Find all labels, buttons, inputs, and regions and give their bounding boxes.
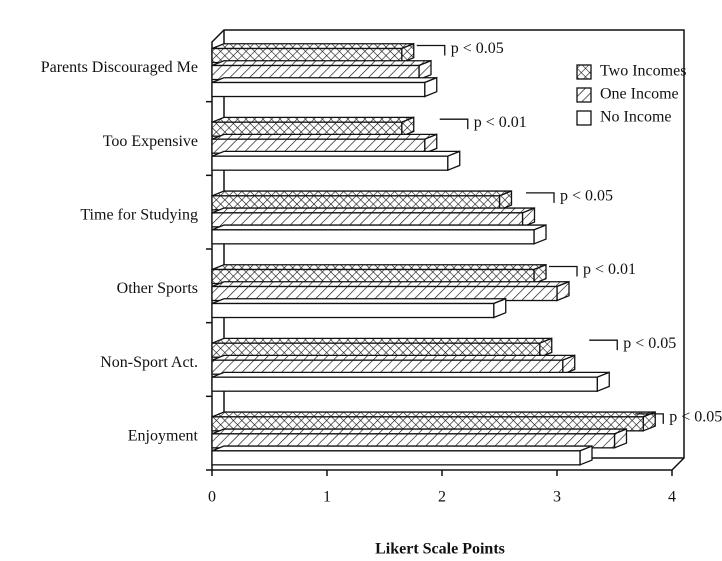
legend-label: One Income — [600, 86, 679, 103]
significance-bracket — [549, 265, 578, 277]
bar-top — [211, 150, 460, 157]
bar-top — [211, 371, 610, 378]
x-tick-label: 4 — [668, 489, 676, 506]
annotation: p < 0.01 — [474, 114, 527, 131]
bar — [211, 450, 581, 466]
annotation: p < 0.01 — [583, 261, 636, 278]
annotation: p < 0.05 — [623, 335, 676, 352]
bar-top — [211, 207, 535, 214]
bar-top — [211, 190, 512, 197]
annotation: p < 0.05 — [451, 40, 504, 57]
bar — [211, 376, 598, 392]
x-tick-label: 3 — [553, 489, 561, 506]
bar — [211, 155, 449, 171]
significance-bracket — [589, 339, 618, 351]
annotation: p < 0.05 — [669, 409, 722, 426]
annotation: p < 0.05 — [560, 188, 613, 205]
bar — [211, 302, 495, 319]
bar-top — [211, 337, 552, 344]
bar-top — [211, 133, 437, 140]
y-tick-label: Other Sports — [117, 280, 198, 297]
significance-bracket — [416, 44, 446, 56]
significance-bracket — [439, 118, 469, 130]
bar-top — [211, 116, 414, 123]
bar-top — [211, 264, 547, 271]
y-tick-label: Enjoyment — [128, 428, 199, 445]
bar-top — [211, 77, 437, 84]
y-tick-label: Too Expensive — [103, 133, 198, 150]
x-tick-label: 1 — [323, 489, 331, 506]
bar-top — [211, 60, 432, 67]
bar — [211, 229, 535, 245]
x-tick-label: 0 — [208, 489, 216, 506]
y-tick-label: Parents Discouraged Me — [41, 59, 198, 76]
significance-bracket — [526, 192, 555, 203]
bar-top — [211, 445, 593, 452]
bar-top — [211, 43, 414, 50]
y-tick-label: Time for Studying — [80, 207, 198, 224]
significance-bracket — [635, 413, 664, 424]
bar-top — [211, 298, 506, 305]
bar-top — [211, 354, 575, 361]
legend-swatch — [576, 64, 592, 80]
bar-top — [211, 224, 547, 231]
bar-top — [211, 281, 570, 288]
x-tick-label: 2 — [438, 489, 446, 506]
legend-label: Two Incomes — [600, 63, 686, 80]
legend-swatch — [576, 110, 592, 126]
y-tick-label: Non-Sport Act. — [100, 354, 198, 371]
bar — [211, 81, 426, 98]
bar-top — [211, 411, 656, 418]
bar-top — [211, 428, 627, 435]
legend-label: No Income — [600, 109, 672, 126]
legend-swatch — [576, 87, 592, 103]
x-axis-label: Likert Scale Points — [375, 541, 505, 558]
